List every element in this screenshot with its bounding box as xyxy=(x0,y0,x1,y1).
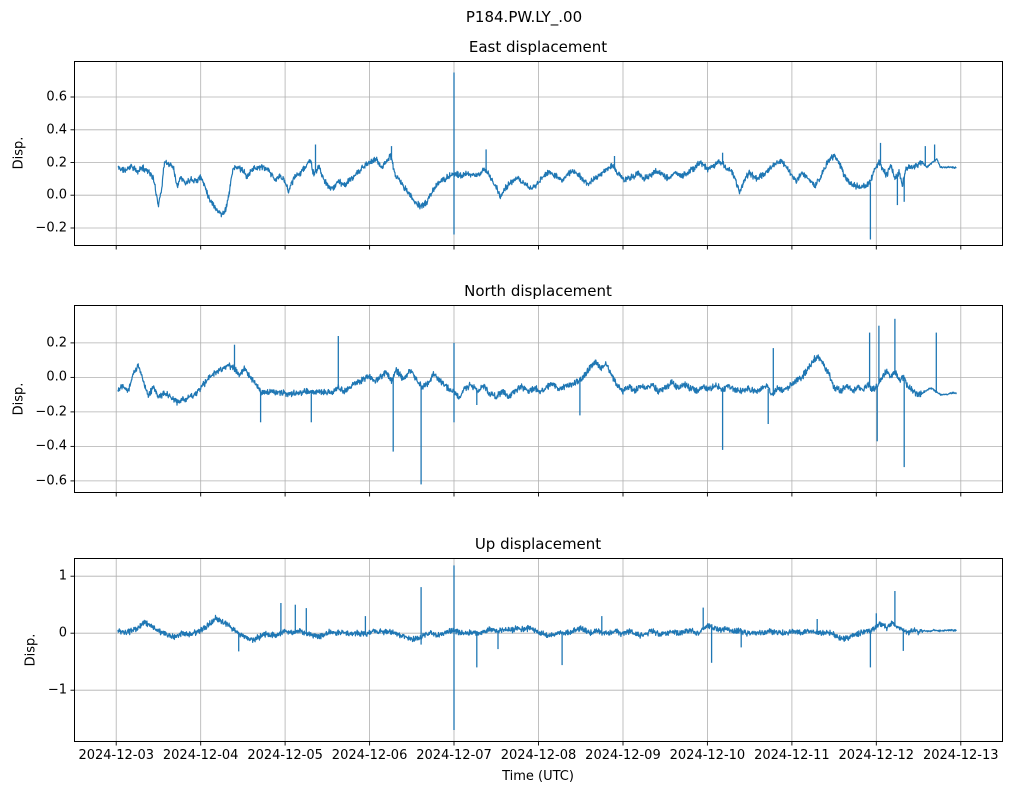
y-tick-label: 0.0 xyxy=(46,187,67,203)
series-spikes xyxy=(233,318,937,485)
y-tick-label: 0.6 xyxy=(46,89,67,105)
north-displacement-plot xyxy=(70,305,1003,497)
y-axis-label-east: Disp. xyxy=(11,136,27,170)
y-tick-label: 0.0 xyxy=(46,369,67,385)
x-tick-label: 2024-12-12 xyxy=(838,748,915,763)
x-tick-label: 2024-12-11 xyxy=(754,748,830,763)
y-tick-label: 0.4 xyxy=(46,122,67,138)
series-line xyxy=(117,354,957,406)
east-displacement-plot xyxy=(70,61,1003,250)
x-tick-label: 2024-12-03 xyxy=(78,748,154,763)
up-displacement-plot xyxy=(70,558,1003,746)
axes-border xyxy=(74,305,1003,493)
x-axis-label: Time (UTC) xyxy=(502,769,574,784)
y-tick-label: −0.2 xyxy=(35,404,67,420)
series-line xyxy=(117,614,957,644)
subplot-title-up: Up displacement xyxy=(474,535,602,553)
tick-marks xyxy=(70,342,962,497)
x-tick-label: 2024-12-09 xyxy=(585,748,661,763)
y-axis-label-up: Disp. xyxy=(23,633,39,667)
y-tick-label: 1 xyxy=(58,568,67,584)
figure-title: P184.PW.LY_.00 xyxy=(465,8,583,26)
series-spikes xyxy=(314,72,936,240)
x-tick-label: 2024-12-10 xyxy=(669,748,746,763)
y-tick-label: −0.2 xyxy=(35,220,67,236)
y-tick-label: 0 xyxy=(58,625,67,641)
y-tick-label: −1 xyxy=(47,682,67,698)
x-tick-label: 2024-12-06 xyxy=(331,748,408,763)
series-line xyxy=(117,153,957,218)
tick-marks xyxy=(70,575,962,746)
y-tick-label: 0.2 xyxy=(46,155,67,170)
y-axis-label-north: Disp. xyxy=(11,382,27,416)
x-tick-label: 2024-12-05 xyxy=(247,748,323,763)
series-spikes xyxy=(238,565,904,730)
subplot-title-east: East displacement xyxy=(468,38,608,56)
x-tick-label: 2024-12-08 xyxy=(500,748,577,763)
tick-marks xyxy=(70,96,962,250)
x-tick-label: 2024-12-07 xyxy=(416,748,492,763)
axes-border xyxy=(74,61,1003,246)
grid-lines xyxy=(74,61,1003,246)
y-tick-label: −0.4 xyxy=(35,438,67,454)
x-tick-label: 2024-12-04 xyxy=(162,748,239,763)
x-tick-label: 2024-12-13 xyxy=(922,748,999,763)
y-tick-label: −0.6 xyxy=(35,473,67,489)
axes-border xyxy=(74,558,1003,742)
y-tick-label: 0.2 xyxy=(46,335,67,351)
grid-lines xyxy=(74,558,1003,742)
subplot-title-north: North displacement xyxy=(464,282,612,300)
grid-lines xyxy=(74,305,1003,493)
